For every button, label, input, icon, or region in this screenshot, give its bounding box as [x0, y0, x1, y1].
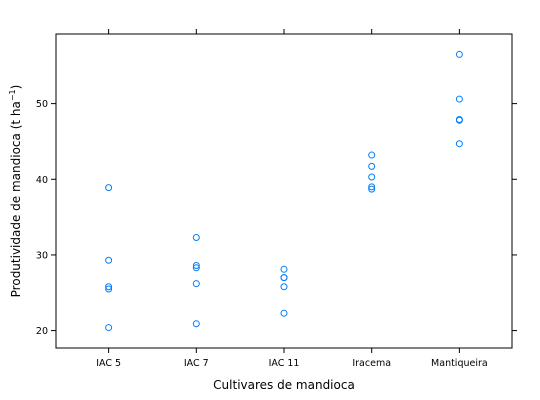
point-iac-7-2 [192, 262, 200, 270]
point-iac-7-3 [192, 264, 200, 272]
y-tick-label-30: 30 [36, 250, 48, 261]
y-axis-title: Produtividade de mandioca (t ha−1) [8, 85, 23, 298]
x-tick-label-iac-5: IAC 5 [96, 358, 121, 369]
point-iracema-3 [368, 173, 376, 181]
y-tick-label-20: 20 [36, 326, 48, 337]
point-iracema-1 [368, 151, 376, 159]
point-iac-11-3 [280, 274, 288, 282]
point-iac-11-5 [280, 309, 288, 317]
point-iac-5-4 [105, 285, 113, 293]
point-mantiqueira-4 [455, 116, 463, 124]
x-tick-label-iac-7: IAC 7 [184, 358, 209, 369]
y-axis-title-end: ) [9, 85, 23, 90]
point-mantiqueira-2 [455, 95, 463, 103]
x-tick-label-iracema: Iracema [352, 358, 391, 369]
point-iracema-5 [368, 185, 376, 193]
y-axis: 20 30 40 50 [36, 99, 517, 337]
y-tick-label-50: 50 [36, 99, 48, 110]
point-iac-7-5 [192, 320, 200, 328]
point-iracema-2 [368, 162, 376, 170]
point-iac-7-1 [192, 234, 200, 242]
point-iac-5-2 [105, 256, 113, 264]
point-mantiqueira-1 [455, 50, 463, 58]
point-iac-11-1 [280, 265, 288, 273]
point-mantiqueira-5 [455, 140, 463, 148]
y-tick-label-40: 40 [36, 175, 48, 186]
point-iac-11-4 [280, 283, 288, 291]
plot-frame [55, 33, 513, 349]
data-points [105, 50, 463, 332]
point-iac-7-4 [192, 280, 200, 288]
x-tick-label-mantiqueira: Mantiqueira [431, 358, 488, 369]
point-iracema-4 [368, 183, 376, 191]
y-axis-title-main: Produtividade de mandioca (t ha [9, 101, 23, 297]
point-iac-5-3 [105, 283, 113, 291]
y-axis-title-superscript: −1 [8, 89, 17, 101]
point-iac-5-1 [105, 184, 113, 192]
x-axis: IAC 5 IAC 7 IAC 11 Iracema Mantiqueira [96, 29, 488, 369]
x-axis-title: Cultivares de mandioca [213, 378, 355, 392]
x-tick-label-iac-11: IAC 11 [269, 358, 300, 369]
point-iac-5-5 [105, 324, 113, 332]
